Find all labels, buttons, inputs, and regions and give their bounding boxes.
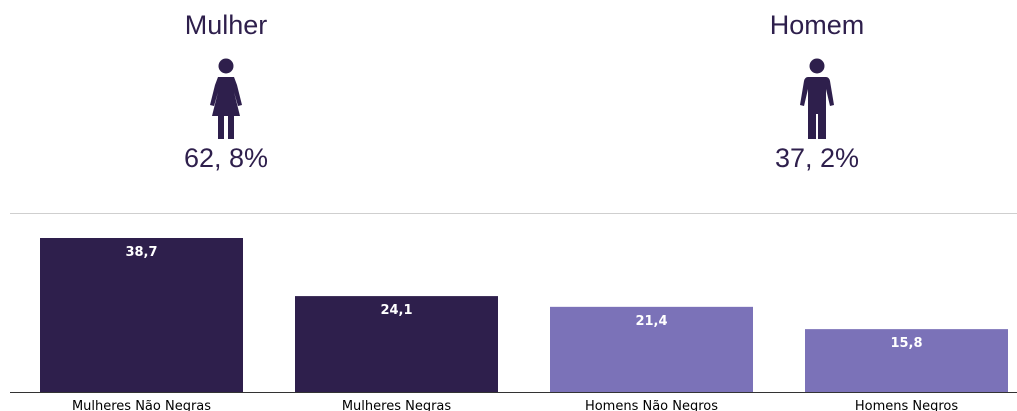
- bar-value-label-2: 24,1: [380, 303, 412, 318]
- bar-4: [805, 329, 1008, 392]
- category-label-2: Mulheres Negras: [342, 399, 452, 411]
- female-label: Mulher: [184, 10, 268, 40]
- male-label: Homem: [769, 10, 865, 40]
- category-label-4: Homens Negros: [855, 399, 959, 411]
- divider: [10, 213, 1017, 214]
- male-summary: Homem 37, 2%: [717, 0, 917, 174]
- bar-value-label-1: 38,7: [125, 245, 157, 260]
- bar-1: [40, 238, 243, 392]
- category-label-3: Homens Não Negros: [585, 399, 718, 411]
- female-percent: 62, 8%: [183, 143, 269, 173]
- category-label-1: Mulheres Não Negras: [72, 399, 211, 411]
- woman-icon: [210, 58, 242, 139]
- bar-3: [550, 306, 753, 392]
- female-summary: Mulher 62, 8%: [126, 0, 326, 174]
- bar-value-label-3: 21,4: [635, 314, 667, 329]
- bar-value-label-4: 15,8: [890, 336, 922, 351]
- bar-2: [295, 296, 498, 392]
- male-percent: 37, 2%: [774, 143, 860, 173]
- man-icon: [800, 58, 834, 139]
